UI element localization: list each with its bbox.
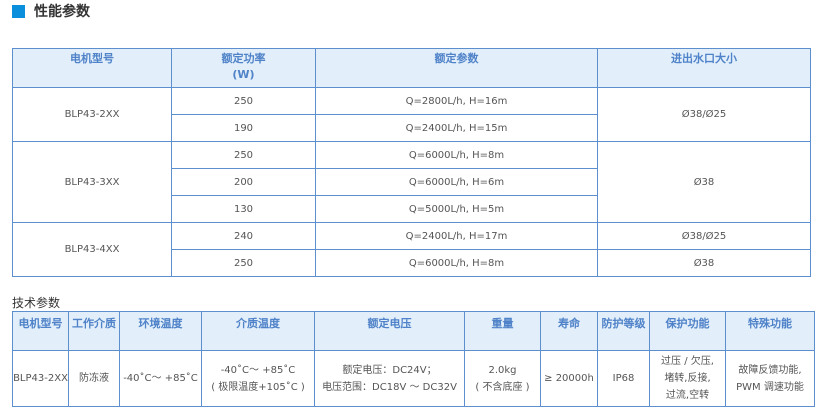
header-power: 额定功率 (W) [171, 48, 316, 88]
section-marker-icon [12, 4, 25, 18]
header-weight: 重量 [464, 311, 541, 351]
section-title: 性能参数 [12, 1, 90, 21]
table-row: 130 Q=5000L/h, H=5m [13, 195, 811, 223]
params-cell: Q=2400L/h, H=17m [315, 222, 598, 250]
table-row: 250 Q=6000L/h, H=8m Ø38 [13, 249, 811, 277]
header-model: 电机型号 [12, 48, 172, 88]
params-cell: Q=6000L/h, H=6m [315, 168, 598, 196]
header-medium-temp: 介质温度 [201, 311, 315, 351]
header-special: 特殊功能 [725, 311, 815, 351]
header-model: 电机型号 [12, 311, 69, 351]
tech-table: 电机型号 工作介质 环境温度 介质温度 额定电压 重量 寿命 防护等级 保护功能… [12, 311, 815, 407]
header-port: 进出水口大小 [597, 48, 811, 88]
header-medium: 工作介质 [68, 311, 120, 351]
power-cell: 250 [171, 141, 316, 169]
ambient-cell: -40˚C～ +85˚C [119, 350, 202, 407]
port-cell: Ø38 [597, 249, 811, 277]
power-cell: 190 [171, 114, 316, 142]
model-cell: BLP43-3XX [12, 141, 172, 223]
header-voltage: 额定电压 [314, 311, 465, 351]
medium-temp-cell: -40˚C～ +85˚C( 极限温度+105˚C ) [201, 350, 315, 407]
special-cell: 故障反馈功能, PWM 调速功能 [725, 350, 815, 407]
header-protection: 保护功能 [649, 311, 726, 351]
power-cell: 200 [171, 168, 316, 196]
ip-cell: IP68 [597, 350, 650, 407]
voltage-cell: 额定电压：DC24V； 电压范围：DC18V ～ DC32V [314, 350, 465, 407]
tech-title: 技术参数 [12, 296, 61, 310]
weight-cell: 2.0kg( 不含底座 ) [464, 350, 541, 407]
performance-table: 电机型号 额定功率 (W) 额定参数 进出水口大小 BLP43-2XX 250 Q… [12, 48, 811, 277]
model-cell: BLP43-4XX [12, 222, 172, 277]
table-row: BLP43-2XX 250 Q=2800L/h, H=16m Ø38/Ø25 [12, 87, 811, 142]
port-cell: Ø38 [597, 141, 811, 223]
power-cell: 250 [171, 249, 316, 277]
header-ambient: 环境温度 [119, 311, 202, 351]
params-cell: Q=6000L/h, H=8m [315, 141, 598, 169]
model-cell: BLP43-2XX [12, 350, 69, 407]
table-row: BLP43-4XX 240 Q=2400L/h, H=17m Ø38/Ø25 [12, 222, 811, 277]
header-params: 额定参数 [315, 48, 598, 88]
port-cell: Ø38/Ø25 [597, 222, 811, 250]
params-cell: Q=2400L/h, H=15m [315, 114, 598, 142]
table-header-row: 电机型号 额定功率 (W) 额定参数 进出水口大小 [12, 48, 811, 88]
power-cell: 240 [171, 222, 316, 250]
port-cell: Ø38/Ø25 [597, 87, 811, 142]
model-cell: BLP43-2XX [12, 87, 172, 142]
power-cell: 250 [171, 87, 316, 115]
header-ip: 防护等级 [597, 311, 650, 351]
protection-cell: 过压 / 欠压, 堵转,反接, 过流,空转 [649, 350, 726, 407]
params-cell: Q=6000L/h, H=8m [315, 249, 598, 277]
table-header-row: 电机型号 工作介质 环境温度 介质温度 额定电压 重量 寿命 防护等级 保护功能… [12, 311, 815, 351]
medium-cell: 防冻液 [68, 350, 120, 407]
life-cell: ≥ 20000h [540, 350, 598, 407]
section-title-text: 性能参数 [34, 4, 90, 20]
power-cell: 130 [171, 195, 316, 223]
header-life: 寿命 [540, 311, 598, 351]
params-cell: Q=5000L/h, H=5m [315, 195, 598, 223]
table-row: BLP43-3XX 250 Q=6000L/h, H=8m Ø38 [12, 141, 811, 223]
table-row: BLP43-2XX 防冻液 -40˚C～ +85˚C -40˚C～ +85˚C(… [12, 350, 815, 407]
params-cell: Q=2800L/h, H=16m [315, 87, 598, 115]
